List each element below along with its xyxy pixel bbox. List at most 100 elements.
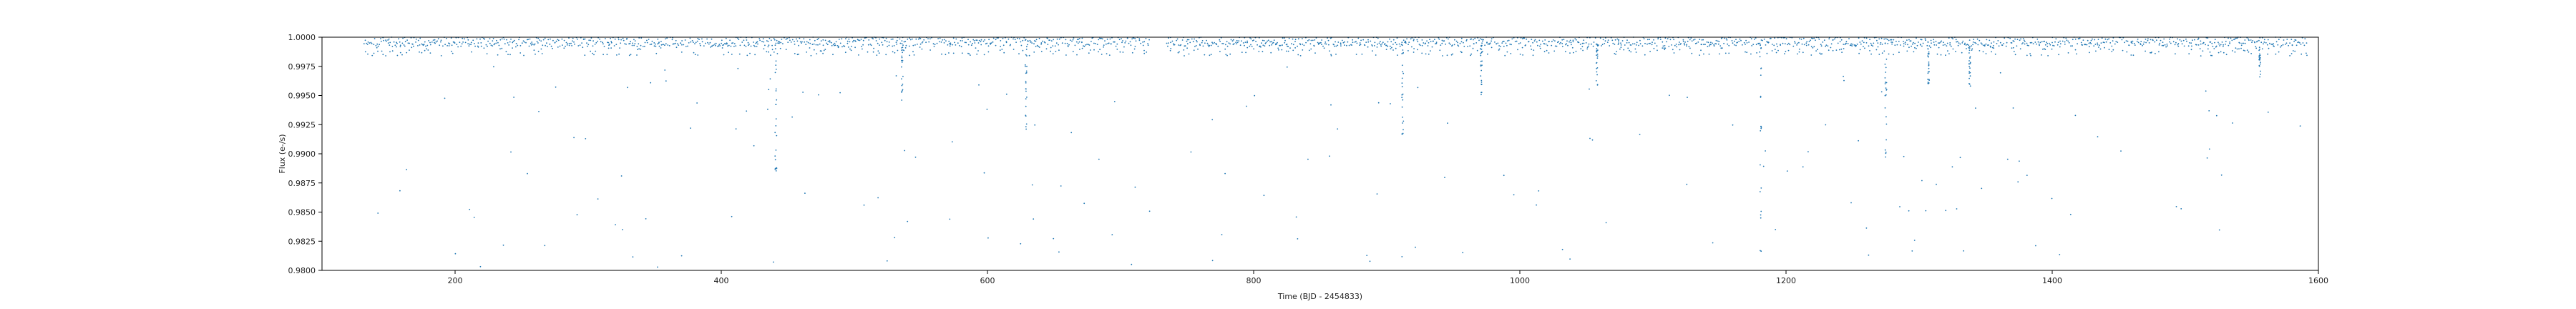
data-point: [1503, 45, 1505, 47]
data-point: [1072, 51, 1074, 52]
data-point: [1390, 103, 1391, 104]
data-point: [955, 44, 957, 46]
data-point: [1038, 37, 1040, 39]
data-point: [1629, 49, 1631, 52]
data-point: [1211, 119, 1214, 121]
data-point: [461, 43, 463, 45]
data-point: [1126, 37, 1128, 39]
data-point: [1083, 45, 1084, 47]
data-point: [928, 41, 930, 43]
data-point: [1712, 242, 1714, 244]
data-point: [1563, 39, 1565, 41]
data-point: [1728, 44, 1730, 46]
data-point: [615, 44, 618, 45]
data-point: [1968, 72, 1971, 74]
data-point: [680, 42, 681, 44]
data-point: [1883, 50, 1885, 52]
data-point: [701, 41, 703, 43]
data-point: [2180, 40, 2182, 42]
data-point: [559, 45, 561, 47]
data-point: [2068, 41, 2070, 44]
data-point: [1822, 41, 1824, 43]
data-point: [791, 116, 793, 118]
data-point: [1389, 45, 1391, 47]
data-point: [1651, 44, 1653, 46]
data-point: [1692, 39, 1694, 41]
data-point: [791, 39, 794, 41]
data-point: [371, 43, 373, 44]
data-point: [1367, 39, 1369, 41]
data-point: [546, 42, 547, 44]
data-point: [672, 43, 674, 45]
data-point: [1885, 139, 1888, 141]
data-point: [930, 38, 931, 40]
data-point: [646, 41, 648, 44]
data-point: [2260, 74, 2261, 75]
data-point: [1481, 42, 1483, 44]
data-point: [1496, 43, 1498, 45]
data-point: [1106, 53, 1108, 54]
data-point: [1204, 54, 1206, 56]
data-point: [2175, 206, 2177, 207]
data-point: [756, 41, 758, 43]
data-point: [1553, 50, 1556, 52]
data-point: [1843, 44, 1845, 45]
data-point: [1416, 39, 1418, 41]
data-point: [1979, 39, 1981, 41]
data-point: [1364, 44, 1366, 46]
data-point: [677, 43, 678, 45]
data-point: [1366, 255, 1368, 256]
data-point: [1968, 39, 1971, 41]
data-point: [1447, 122, 1448, 124]
data-point: [528, 45, 530, 47]
data-point: [1284, 41, 1286, 44]
data-point: [1025, 72, 1027, 74]
data-point: [1945, 54, 1946, 57]
data-point: [1055, 42, 1058, 44]
data-point: [459, 41, 461, 44]
data-point: [1272, 41, 1274, 44]
data-point: [1446, 54, 1448, 57]
data-point: [2143, 41, 2145, 43]
data-point: [1760, 39, 1762, 41]
data-point: [566, 44, 568, 46]
data-point: [1188, 53, 1190, 55]
data-point: [1103, 46, 1104, 48]
data-point: [642, 46, 644, 47]
data-point: [1710, 41, 1712, 44]
data-point: [665, 80, 667, 82]
data-point: [2064, 41, 2066, 43]
data-point: [1239, 44, 1241, 46]
data-point: [839, 92, 841, 94]
data-point: [914, 156, 917, 158]
data-point: [1920, 39, 1922, 41]
data-point: [1337, 44, 1339, 46]
data-point: [850, 49, 852, 52]
data-point: [1206, 42, 1209, 44]
data-point: [1417, 41, 1419, 43]
data-point: [1297, 238, 1299, 240]
data-point: [1654, 42, 1656, 44]
data-point: [950, 42, 952, 44]
data-point: [1099, 49, 1101, 51]
data-point: [1890, 39, 1891, 41]
data-point: [763, 41, 765, 43]
data-point: [1878, 38, 1880, 40]
data-point: [2258, 65, 2260, 67]
data-point: [1968, 46, 1971, 48]
data-point: [696, 40, 698, 42]
data-point: [1284, 39, 1286, 41]
data-point: [1701, 44, 1702, 46]
data-point: [451, 44, 453, 46]
data-point: [1294, 47, 1296, 49]
data-point: [1585, 42, 1587, 44]
data-point: [1925, 39, 1926, 41]
data-point: [515, 46, 517, 48]
data-point: [1463, 46, 1465, 47]
data-point: [999, 49, 1001, 52]
data-point: [1392, 49, 1394, 51]
data-point: [1710, 44, 1712, 46]
data-point: [890, 39, 892, 40]
data-point: [1679, 49, 1681, 51]
data-point: [759, 39, 761, 41]
